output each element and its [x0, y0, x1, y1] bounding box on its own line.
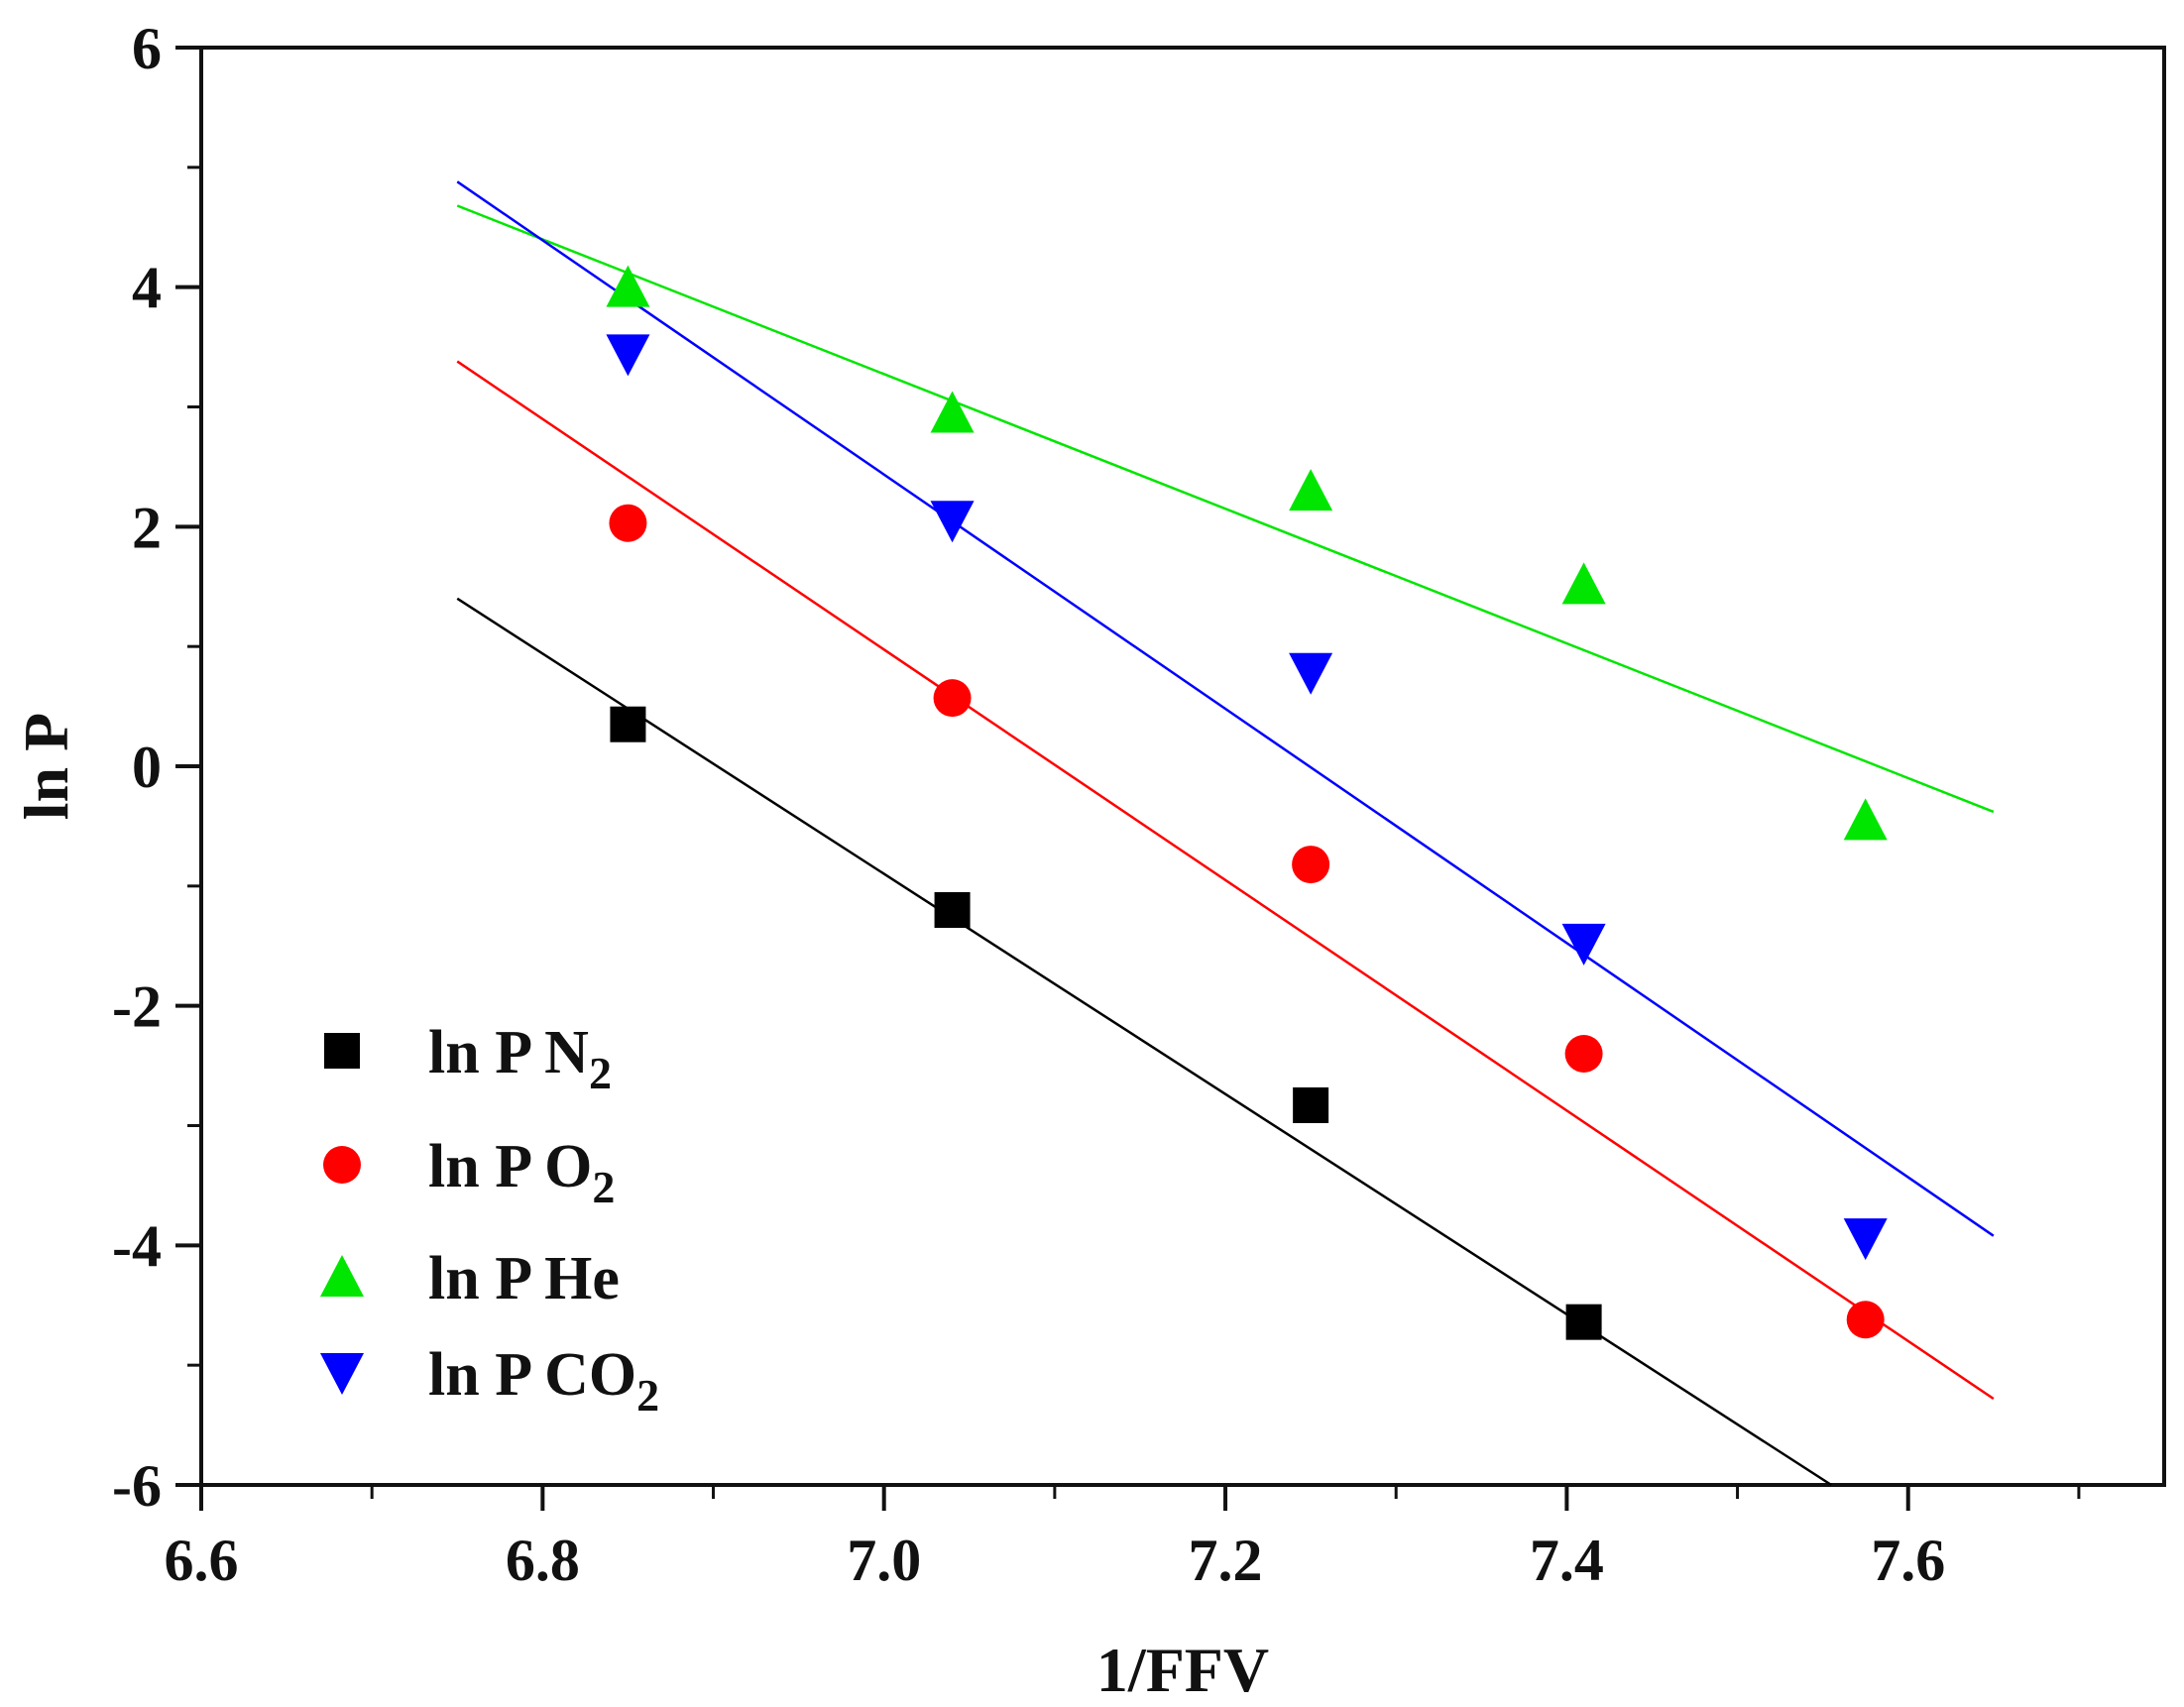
data-point-triangle-down	[1289, 652, 1333, 695]
data-point-triangle-down	[1843, 1218, 1888, 1261]
x-tick-label: 7.6	[1871, 1528, 1945, 1593]
data-point-square	[1565, 1304, 1602, 1340]
legend-marker-circle	[323, 1146, 361, 1184]
x-tick-label: 7.2	[1189, 1528, 1263, 1593]
data-point-triangle-up	[1843, 798, 1888, 841]
data-point-circle	[1564, 1035, 1603, 1073]
y-tick-label: -4	[112, 1213, 162, 1279]
data-point-circle	[1292, 846, 1330, 884]
legend-marker-triangle-up	[320, 1255, 364, 1297]
legend-label: ln P N2	[428, 1019, 612, 1098]
data-point-circle	[609, 504, 647, 542]
data-point-triangle-up	[930, 391, 975, 433]
fit-line-triangle-up	[456, 204, 1995, 814]
y-axis: -6 -4 -2 0 2 4 6	[112, 16, 201, 1519]
x-axis-title: 1/FFV	[1096, 1635, 1269, 1705]
legend-label: ln P O2	[428, 1133, 615, 1212]
y-tick-label: 4	[132, 256, 162, 321]
y-tick-label: 2	[132, 495, 162, 560]
data-point-triangle-down	[930, 501, 975, 543]
y-axis-title: ln P	[11, 713, 81, 820]
legend-label: ln P CO2	[428, 1341, 659, 1421]
y-tick-label: -2	[112, 974, 162, 1040]
data-point-square	[610, 706, 646, 742]
data-point-triangle-up	[1561, 562, 1606, 605]
y-tick-label: 0	[132, 735, 162, 800]
x-tick-label: 7.0	[847, 1528, 921, 1593]
x-tick-label: 7.4	[1530, 1528, 1604, 1593]
data-point-triangle-down	[606, 334, 650, 377]
data-point-triangle-up	[606, 265, 650, 307]
data-point-circle	[1846, 1301, 1885, 1339]
legend-label: ln P He	[428, 1245, 620, 1312]
data-point-triangle-up	[1289, 469, 1333, 512]
fit-line-triangle-down	[456, 180, 1995, 1237]
fit-line-square	[456, 597, 1832, 1487]
y-tick-label: -6	[112, 1453, 162, 1519]
legend-marker-square	[324, 1033, 360, 1069]
fit-lines	[456, 180, 1995, 1487]
data-point-circle	[933, 679, 972, 718]
x-axis: 6.6 6.8 7.0 7.2 7.4 7.6	[165, 1485, 2081, 1593]
legend: ln P N2 ln P O2 ln P He ln P CO2	[320, 1019, 659, 1421]
legend-marker-triangle-down	[320, 1353, 364, 1395]
y-tick-label: 6	[132, 16, 162, 81]
data-point-triangle-down	[1561, 923, 1606, 966]
x-tick-label: 6.8	[506, 1528, 580, 1593]
data-point-square	[934, 892, 971, 928]
data-markers	[606, 265, 1888, 1340]
x-tick-label: 6.6	[165, 1528, 239, 1593]
fit-line-circle	[456, 360, 1995, 1401]
data-point-square	[1293, 1086, 1329, 1123]
